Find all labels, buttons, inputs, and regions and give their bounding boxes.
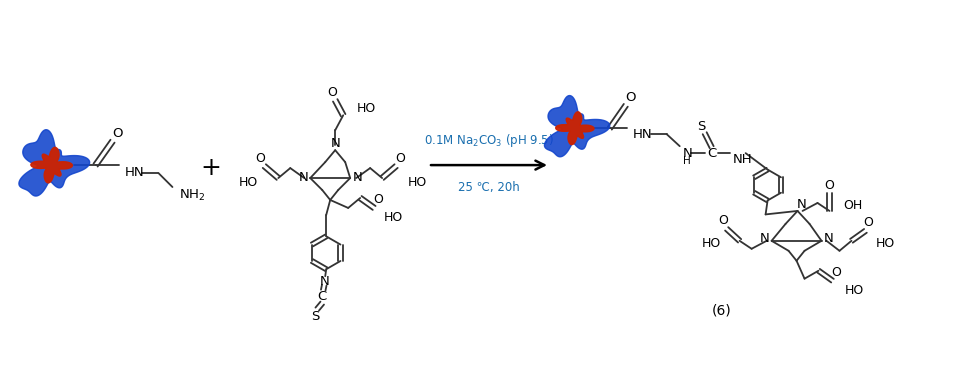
Text: C: C (317, 290, 327, 303)
Text: O: O (327, 86, 337, 99)
Text: C: C (707, 147, 717, 160)
Text: S: S (311, 309, 319, 322)
Polygon shape (19, 130, 90, 196)
Text: NH: NH (732, 152, 753, 165)
Text: HO: HO (239, 175, 259, 188)
Text: O: O (719, 214, 729, 228)
Text: S: S (698, 120, 705, 133)
Text: 0.1M Na$_2$CO$_3$ (pH 9.5): 0.1M Na$_2$CO$_3$ (pH 9.5) (424, 132, 554, 149)
Text: O: O (373, 193, 383, 206)
Text: HO: HO (875, 237, 895, 250)
Text: HO: HO (408, 175, 427, 188)
Text: +: + (200, 156, 221, 180)
Text: O: O (625, 91, 636, 104)
Text: OH: OH (843, 200, 863, 213)
Text: N: N (298, 170, 308, 183)
Text: O: O (256, 152, 265, 165)
Text: N: N (682, 147, 693, 160)
Text: HN: HN (124, 165, 144, 178)
Polygon shape (556, 112, 594, 145)
Text: HO: HO (384, 211, 403, 224)
Text: N: N (319, 275, 329, 288)
Text: HO: HO (357, 102, 376, 115)
Text: HO: HO (844, 284, 864, 297)
Text: O: O (112, 127, 123, 140)
Text: (6): (6) (712, 304, 731, 318)
Polygon shape (544, 96, 610, 157)
Text: NH$_2$: NH$_2$ (179, 187, 206, 203)
Text: O: O (864, 216, 873, 229)
Text: HO: HO (702, 237, 721, 250)
Text: N: N (823, 232, 834, 246)
Text: N: N (352, 170, 362, 183)
Text: N: N (330, 137, 340, 150)
Text: O: O (832, 266, 841, 279)
Text: O: O (396, 152, 405, 165)
Text: H: H (682, 156, 691, 166)
Text: N: N (759, 232, 769, 246)
Text: N: N (797, 198, 807, 211)
Text: O: O (824, 178, 835, 192)
Polygon shape (31, 147, 72, 183)
Text: 25 ℃, 20h: 25 ℃, 20h (458, 180, 520, 193)
Text: HN: HN (633, 128, 652, 141)
